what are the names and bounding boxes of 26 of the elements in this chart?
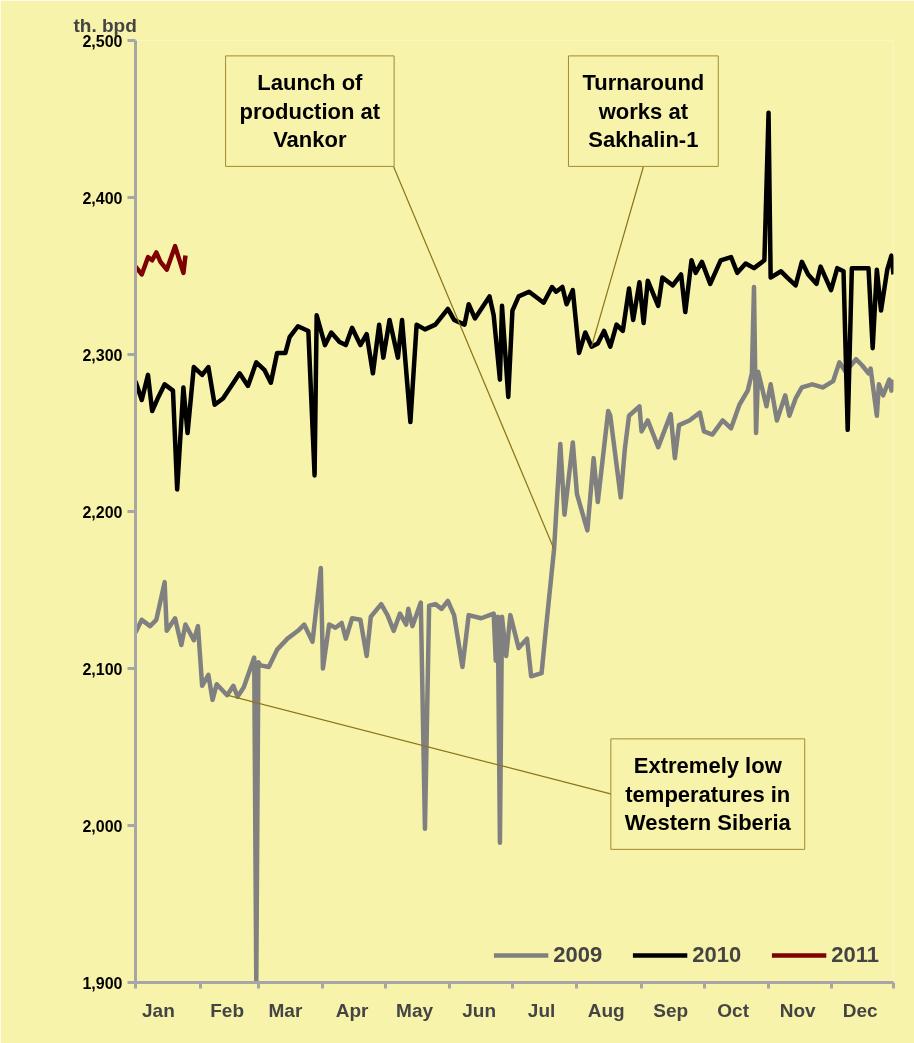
annotation: Extremely low temperatures in Western Siberia <box>624 752 792 836</box>
legend-label: 2010 <box>692 942 742 968</box>
x-tick-label: Sep <box>653 999 689 1021</box>
y-tick-label: 2,000 <box>82 817 123 835</box>
y-tick-label: 2,300 <box>82 346 123 364</box>
y-axis-title: th. bpd <box>73 14 137 36</box>
legend-label: 2009 <box>553 942 603 968</box>
x-tick-label: Aug <box>587 999 625 1021</box>
line-series <box>135 243 188 277</box>
annotation: Turnaround works at Sakhalin-1 <box>582 69 705 153</box>
y-tick-label: 2,400 <box>82 189 123 207</box>
x-tick-label: Feb <box>210 999 245 1021</box>
y-tick-label: 2,200 <box>82 503 123 521</box>
x-tick-label: Jan <box>142 999 175 1021</box>
x-tick-label: Dec <box>842 999 879 1021</box>
annotation: Launch of production at Vankor <box>239 69 381 153</box>
x-tick-label: Apr <box>335 999 370 1021</box>
x-tick-label: Mar <box>268 999 303 1021</box>
x-tick-label: Nov <box>779 999 817 1021</box>
x-tick-label: Jun <box>462 999 496 1021</box>
x-tick-label: May <box>396 999 434 1021</box>
x-tick-label: Oct <box>717 999 750 1021</box>
y-tick-label: 2,100 <box>82 660 123 678</box>
x-tick-label: Jul <box>527 999 556 1021</box>
legend-label: 2011 <box>831 942 879 968</box>
y-tick-label: 1,900 <box>82 974 123 992</box>
